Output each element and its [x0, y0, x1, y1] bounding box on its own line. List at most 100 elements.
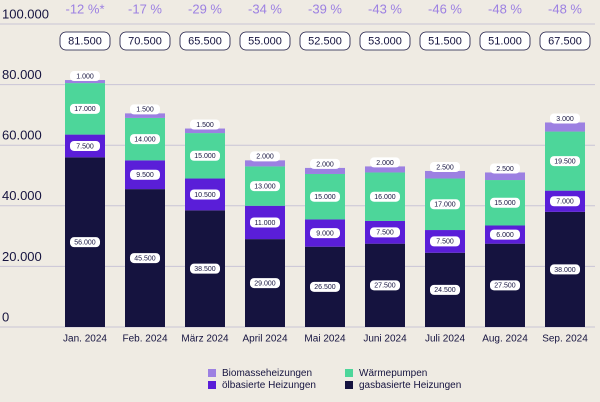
segment-label: 7.500: [376, 230, 394, 237]
segment-label: 2.500: [496, 166, 514, 173]
segment-label: 10.500: [194, 192, 216, 199]
x-tick-label: Sep. 2024: [542, 334, 588, 345]
x-tick-label: Mai 2024: [304, 334, 346, 345]
label-pill: [70, 103, 100, 114]
y-tick-label: 0: [2, 309, 9, 324]
x-tick-label: Aug. 2024: [482, 334, 528, 345]
y-tick-label: 60.000: [2, 128, 42, 143]
label-pill: [310, 191, 340, 202]
label-pill: [310, 158, 340, 169]
label-pill: [370, 157, 400, 168]
segment-label: 24.500: [434, 287, 456, 294]
segment-label: 2.000: [376, 160, 394, 167]
label-pill: [370, 280, 400, 291]
change-label: -39 %: [308, 1, 342, 16]
segment-label: 16.000: [374, 194, 396, 201]
label-pill: [190, 119, 220, 130]
total-label: 81.500: [68, 35, 102, 47]
segment-label: 13.000: [254, 183, 276, 190]
label-pill: [310, 228, 340, 239]
label-pill: [370, 191, 400, 202]
segment-label: 38.500: [194, 266, 216, 273]
label-pill: [490, 229, 520, 240]
segment-label: 19.500: [554, 158, 576, 165]
label-pill: [130, 169, 160, 180]
bar-segment: [425, 170, 465, 179]
x-tick-label: Juni 2024: [363, 334, 407, 345]
x-tick-label: Feb. 2024: [122, 334, 167, 345]
total-box: [239, 31, 291, 51]
bar-segment: [185, 128, 225, 134]
total-box: [59, 31, 111, 51]
segment-label: 1.500: [196, 122, 214, 129]
total-box: [479, 31, 531, 51]
y-tick-label: 80.000: [2, 67, 42, 82]
y-tick-label: 40.000: [2, 188, 42, 203]
segment-label: 26.500: [314, 284, 336, 291]
segment-label: 56.000: [74, 240, 96, 247]
segment-label: 17.000: [74, 106, 96, 113]
segment-label: 27.500: [494, 283, 516, 290]
y-tick-label: 20.000: [2, 249, 42, 264]
total-box: [539, 31, 591, 51]
segment-label: 7.500: [76, 143, 94, 150]
label-pill: [490, 163, 520, 174]
segment-label: 15.000: [314, 194, 336, 201]
label-pill: [250, 278, 280, 289]
segment-label: 15.000: [494, 200, 516, 207]
legend-label: Wärmepumpen: [359, 368, 427, 379]
segment-label: 45.500: [134, 255, 156, 262]
label-pill: [550, 156, 580, 167]
label-pill: [430, 236, 460, 247]
label-pill: [130, 253, 160, 264]
change-label: -43 %: [368, 1, 402, 16]
segment-label: 3.000: [556, 116, 574, 123]
total-box: [359, 31, 411, 51]
x-tick-label: März 2024: [181, 334, 229, 345]
change-label: -34 %: [248, 1, 282, 16]
legend-swatch: [345, 369, 353, 377]
change-label: -17 %: [128, 1, 162, 16]
change-label: -48 %: [488, 1, 522, 16]
segment-label: 17.000: [434, 202, 456, 209]
label-pill: [250, 217, 280, 228]
total-box: [119, 31, 171, 51]
segment-label: 7.500: [436, 239, 454, 246]
legend-swatch: [208, 369, 216, 377]
total-label: 52.500: [308, 35, 342, 47]
bar-segment: [125, 113, 165, 118]
legend-swatch: [345, 381, 353, 389]
label-pill: [190, 263, 220, 274]
total-box: [419, 31, 471, 51]
segment-label: 15.000: [194, 153, 216, 160]
x-tick-label: Juli 2024: [425, 334, 465, 345]
label-pill: [70, 140, 100, 151]
bar-segment: [305, 167, 345, 174]
x-tick-label: Jan. 2024: [63, 334, 107, 345]
segment-label: 2.500: [436, 164, 454, 171]
segment-label: 1.500: [136, 107, 154, 114]
legend-label: Biomasseheizungen: [222, 368, 312, 379]
label-pill: [430, 199, 460, 210]
label-pill: [490, 197, 520, 208]
change-label: -29 %: [188, 1, 222, 16]
y-tick-label: 100.000: [2, 6, 49, 21]
label-pill: [550, 113, 580, 124]
total-label: 51.000: [488, 35, 522, 47]
change-label: -48 %: [548, 1, 582, 16]
total-label: 51.500: [428, 35, 462, 47]
segment-label: 2.000: [316, 161, 334, 168]
label-pill: [550, 196, 580, 207]
bar-segment: [245, 160, 285, 167]
segment-label: 11.000: [255, 220, 276, 227]
label-pill: [310, 281, 340, 292]
bar-segment: [365, 166, 405, 173]
label-pill: [130, 104, 160, 115]
segment-label: 9.500: [136, 172, 154, 179]
total-label: 70.500: [128, 35, 162, 47]
total-box: [179, 31, 231, 51]
label-pill: [190, 189, 220, 200]
segment-label: 6.000: [496, 232, 514, 239]
total-label: 65.500: [188, 35, 222, 47]
